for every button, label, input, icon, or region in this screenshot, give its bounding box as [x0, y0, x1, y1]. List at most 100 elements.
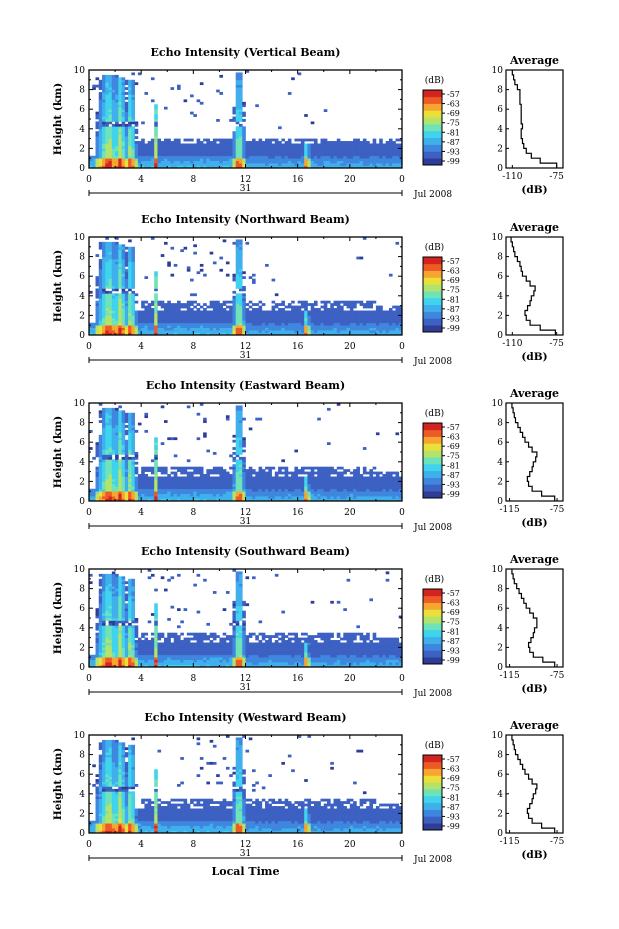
heatmap-cell	[212, 466, 217, 470]
colorbar-tick-label: -69	[447, 276, 460, 285]
heatmap-cell	[134, 488, 139, 492]
heatmap-cell	[235, 241, 240, 245]
heatmap-cell	[229, 496, 233, 499]
heatmap-cell	[274, 486, 279, 490]
heatmap-cell	[131, 322, 135, 326]
heatmap-cell	[141, 474, 145, 477]
heatmap-cell	[206, 150, 210, 154]
heatmap-cell	[258, 165, 263, 168]
heatmap-cell	[242, 491, 246, 494]
heatmap-cell	[392, 327, 396, 331]
heatmap-cell	[245, 317, 250, 321]
heatmap-cell	[212, 498, 217, 501]
heatmap-cell	[105, 439, 109, 443]
heatmap-cell	[157, 483, 162, 487]
heatmap-cell	[238, 249, 243, 253]
heatmap-cell	[278, 471, 282, 475]
heatmap-cell	[183, 320, 188, 324]
heatmap-cell	[219, 150, 224, 154]
heatmap-cell	[294, 332, 299, 335]
heatmap-cell	[199, 310, 204, 314]
heatmap-cell	[121, 94, 126, 98]
heatmap-cell	[128, 96, 132, 100]
heatmap-cell	[388, 476, 393, 480]
heatmap-cell	[320, 315, 325, 319]
heatmap-cell	[336, 308, 341, 311]
heatmap-cell	[294, 325, 299, 328]
colorbar-frame	[422, 256, 443, 333]
heatmap-cell	[225, 163, 230, 166]
heatmap-cell	[235, 422, 240, 426]
heatmap-cell	[154, 160, 158, 164]
heatmap-cell	[157, 310, 162, 314]
heatmap-cell	[242, 158, 246, 161]
heatmap-cell	[115, 101, 119, 105]
heatmap-cell	[121, 325, 126, 328]
heatmap-cell	[134, 155, 139, 159]
heatmap-cell	[154, 466, 158, 470]
colorbar-tick-label: -63	[447, 267, 460, 276]
heatmap-cell	[92, 158, 96, 161]
heatmap-cell	[131, 249, 135, 253]
heatmap-cell	[327, 153, 331, 157]
heatmap-cell	[388, 143, 393, 147]
heatmap-cell	[118, 449, 122, 453]
heatmap-cell	[398, 165, 402, 168]
heatmap-cell	[346, 322, 351, 326]
heatmap-cell	[121, 420, 126, 423]
heatmap-cell	[212, 322, 217, 326]
heatmap-cell	[98, 158, 103, 161]
heatmap-cell	[359, 150, 364, 154]
heatmap-cell	[190, 145, 194, 149]
heatmap-cell	[108, 315, 113, 319]
heatmap-cell	[372, 300, 377, 304]
heatmap-cell	[102, 163, 106, 166]
heatmap-cell	[131, 330, 135, 333]
heatmap-cell	[353, 469, 357, 472]
heatmap-cell	[209, 310, 214, 314]
heatmap-cell	[111, 425, 116, 428]
heatmap-cell	[108, 143, 113, 147]
heatmap-cell	[362, 143, 367, 147]
heatmap-cell	[294, 150, 299, 154]
heatmap-cell	[388, 478, 393, 482]
heatmap-cell	[362, 447, 367, 450]
heatmap-cell	[317, 163, 321, 166]
heatmap-cell	[310, 488, 315, 492]
heatmap-cell	[92, 332, 96, 335]
heatmap-cell	[98, 298, 103, 302]
heatmap-cell	[232, 155, 237, 159]
heatmap-cell	[121, 281, 126, 284]
heatmap-cell	[167, 322, 171, 326]
heatmap-cell	[180, 488, 184, 492]
heatmap-cell	[206, 474, 210, 477]
heatmap-cell	[115, 459, 119, 463]
profile-frame	[505, 69, 564, 169]
heatmap-cell	[115, 286, 119, 289]
heatmap-cell	[144, 486, 149, 490]
heatmap-cell	[108, 412, 113, 416]
heatmap-cell	[398, 478, 402, 482]
heatmap-cell	[121, 332, 126, 335]
heatmap-cell	[209, 148, 214, 152]
heatmap-cell	[131, 106, 135, 110]
heatmap-cell	[294, 148, 299, 152]
heatmap-cell	[297, 143, 302, 147]
heatmap-cell	[336, 488, 341, 492]
heatmap-cell	[395, 315, 400, 319]
heatmap-cell	[105, 325, 109, 328]
heatmap-cell	[115, 261, 119, 265]
heatmap-cell	[118, 474, 122, 477]
heatmap-cell	[124, 466, 129, 470]
heatmap-cell	[98, 87, 103, 90]
heatmap-cell	[238, 295, 243, 299]
heatmap-cell	[115, 79, 119, 83]
heatmap-cell	[379, 332, 383, 335]
heatmap-cell	[375, 308, 380, 311]
heatmap-cell	[261, 496, 266, 499]
heatmap-cell	[291, 471, 295, 475]
heatmap-cell	[141, 332, 145, 335]
heatmap-cell	[134, 145, 139, 149]
heatmap-cell	[320, 163, 325, 166]
heatmap-cell	[183, 143, 188, 147]
